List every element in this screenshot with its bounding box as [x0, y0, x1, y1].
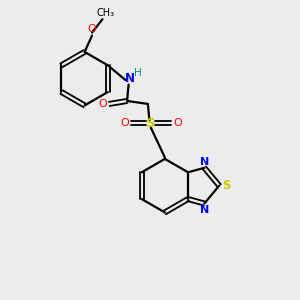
Text: CH₃: CH₃	[96, 8, 115, 18]
Text: O: O	[173, 118, 182, 128]
Text: O: O	[120, 118, 129, 128]
Text: H: H	[134, 68, 142, 78]
Text: O: O	[88, 24, 96, 34]
Text: S: S	[146, 117, 156, 130]
Text: S: S	[222, 179, 231, 192]
Text: N: N	[124, 72, 134, 85]
Text: N: N	[200, 205, 209, 215]
Text: O: O	[98, 99, 107, 109]
Text: N: N	[200, 157, 209, 167]
